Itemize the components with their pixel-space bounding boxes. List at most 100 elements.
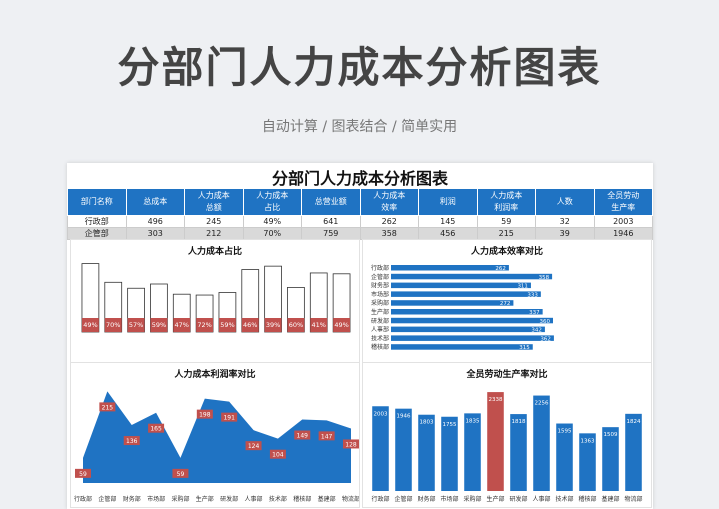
table-cell: 212 (184, 227, 244, 240)
data-label: 1946 (397, 414, 411, 420)
data-label: 165 (150, 426, 162, 433)
column-header: 总成本 (125, 188, 185, 216)
category-label: 市场部 (371, 290, 389, 298)
data-label: 262 (495, 266, 506, 272)
category-label: 行政部 (371, 495, 389, 503)
bar (625, 413, 642, 491)
column-header: 全员劳动 生产率 (593, 188, 653, 216)
data-label: 49% (83, 321, 97, 329)
column-header: 人力成本 占比 (242, 188, 302, 216)
category-label: 基建部 (601, 495, 619, 503)
column-header: 人力成本 效率 (359, 188, 419, 216)
bar (391, 265, 509, 271)
category-label: 物流部 (624, 495, 642, 503)
panel-productivity: 全员劳动生产率对比 2003 行政部 1946 企管部 1803 财务部 1755 市场部 18… (362, 362, 652, 508)
category-label: 行政部 (371, 264, 389, 272)
bar (391, 282, 531, 289)
category-label: 企管部 (98, 495, 116, 503)
bar (510, 414, 527, 491)
data-label: 333 (527, 292, 538, 298)
table-cell: 641 (301, 215, 361, 228)
data-label: 57% (129, 321, 143, 329)
data-label: 47% (175, 321, 189, 329)
data-label: 1803 (420, 420, 434, 426)
data-label-box (294, 430, 311, 440)
chart-title-profit-rate: 人力成本利润率对比 (174, 370, 256, 380)
bar (391, 291, 541, 297)
table-cell: 245 (184, 215, 244, 228)
data-label: 70% (106, 321, 120, 329)
column-header: 总营业额 (301, 188, 361, 216)
data-label: 147 (321, 433, 333, 440)
data-label-box (148, 423, 165, 433)
category-label: 基建部 (318, 495, 336, 503)
table-cell: 358 (359, 227, 419, 240)
category-label: 稽核部 (578, 495, 596, 503)
panel-cost-ratio: 人力成本占比 49% 70% 57% 59% 47% 72% 59% 46% 39% 60% 41%… (70, 239, 360, 363)
category-label: 市场部 (440, 495, 458, 503)
data-label: 124 (248, 443, 260, 450)
chart-productivity: 2003 行政部 1946 企管部 1803 财务部 1755 市场部 1835 采购部 2338 生… (371, 392, 643, 503)
data-label: 2003 (374, 411, 388, 417)
bar (391, 300, 514, 306)
category-label: 财务部 (371, 282, 389, 290)
category-label: 生产部 (486, 495, 504, 503)
table-header-row: 部门名称 总成本 人力成本 总额 人力成本 占比 总营业额 人力成本 效率 利润 人力成本 利… (67, 188, 653, 216)
data-label-box (318, 431, 335, 441)
report-sheet: 分部门人力成本分析图表 部门名称 总成本 人力成本 总额 人力成本 占比 总营业额 人力成… (67, 163, 653, 509)
bar-value (241, 318, 259, 332)
data-label: 72% (197, 321, 211, 329)
bar (391, 273, 553, 280)
table-cell: 行政部 (67, 215, 127, 228)
chart-title-productivity: 全员劳动生产率对比 (466, 370, 548, 380)
category-label: 研发部 (220, 495, 238, 503)
page-subtitle: 自动计算 / 图表结合 / 简单实用 (261, 119, 458, 135)
table-cell: 303 (125, 227, 185, 240)
chart-title-cost-ratio: 人力成本占比 (187, 247, 242, 257)
chart-title-efficiency: 人力成本效率对比 (470, 247, 543, 257)
data-label: 1835 (466, 418, 480, 424)
data-label: 1824 (627, 419, 641, 425)
table-cell: 759 (301, 227, 361, 240)
data-label: 149 (297, 433, 309, 440)
category-label: 企管部 (394, 495, 412, 503)
bar (602, 427, 619, 491)
chart-cost-ratio: 49% 70% 57% 59% 47% 72% 59% 46% 39% 60% 41% 49% (81, 263, 351, 333)
bar-value (196, 318, 214, 332)
category-label: 人事部 (245, 495, 263, 503)
data-label: 337 (529, 310, 540, 316)
category-label: 采购部 (171, 495, 189, 503)
table-cell: 39 (535, 227, 595, 240)
bar (391, 335, 554, 341)
column-header: 人力成本 利润率 (476, 188, 536, 216)
category-label: 生产部 (371, 308, 389, 316)
data-label: 59% (152, 321, 166, 329)
chart-efficiency: 行政部 262 企管部 358 财务部 311 市场部 333 采购部 272 生产部 337 研发部 3… (371, 264, 554, 351)
data-label: 104 (272, 452, 284, 459)
data-label: 39% (266, 321, 280, 329)
bar (372, 406, 389, 491)
data-label-box (172, 468, 189, 478)
data-label: 46% (243, 321, 257, 329)
category-label: 企管部 (371, 273, 389, 281)
data-label-box (343, 439, 359, 449)
bar (391, 317, 553, 324)
category-label: 财务部 (417, 495, 435, 503)
data-label: 215 (102, 404, 114, 411)
table-cell: 70% (242, 227, 302, 240)
table-cell: 2003 (593, 215, 653, 228)
category-label: 技术部 (555, 495, 573, 503)
category-label: 稽核部 (293, 495, 311, 503)
panel-profit-rate: 人力成本利润率对比 59 行政部 215 企管部 136 财务部 165 市场部 59 采购部 19… (70, 362, 360, 508)
data-label-box (221, 412, 238, 422)
category-label: 技术部 (269, 495, 287, 503)
data-label: 41% (312, 321, 326, 329)
category-label: 物流部 (342, 495, 359, 503)
data-label: 128 (345, 441, 357, 448)
category-label: 采购部 (463, 495, 481, 503)
data-label: 1818 (512, 419, 526, 425)
data-label: 136 (126, 438, 138, 445)
table-cell: 49% (242, 215, 302, 228)
table-cell: 262 (359, 215, 419, 228)
chart-profit-rate: 59 行政部 215 企管部 136 财务部 165 市场部 59 采购部 198 生产部 191 研发部… (74, 391, 359, 503)
